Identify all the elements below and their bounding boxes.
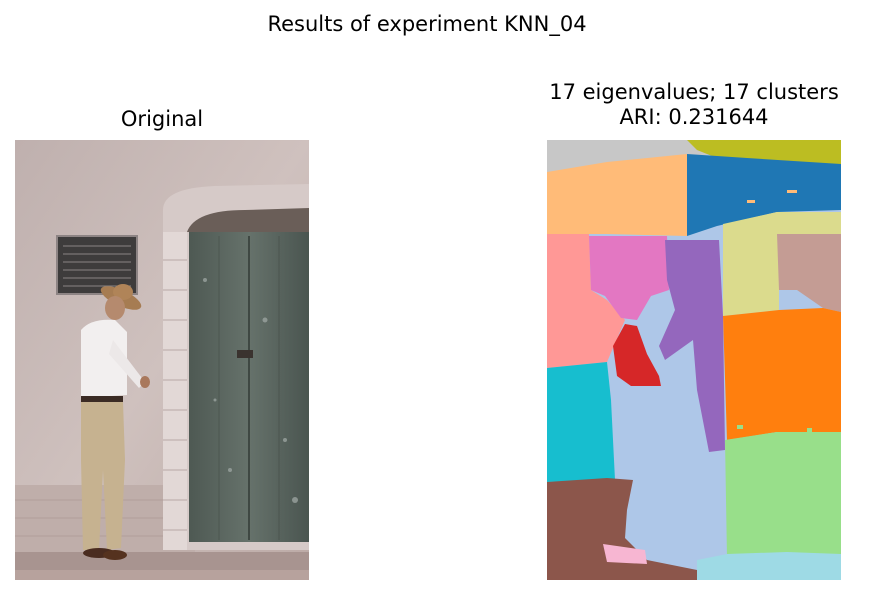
original-image-svg bbox=[15, 140, 309, 580]
man-figure bbox=[81, 284, 150, 560]
right-axes-title: 17 eigenvalues; 17 clusters ARI: 0.23164… bbox=[500, 80, 881, 130]
cluster-orange bbox=[723, 308, 841, 440]
cluster-light-olive bbox=[723, 212, 841, 316]
right-title-line-2: ARI: 0.231644 bbox=[619, 105, 769, 129]
cluster-red bbox=[613, 324, 661, 386]
cluster-light-pink bbox=[603, 544, 647, 564]
cluster-light-red bbox=[547, 234, 625, 368]
cluster-brown bbox=[547, 478, 697, 580]
right-title-line-1: 17 eigenvalues; 17 clusters bbox=[549, 80, 839, 104]
cluster-light-orange bbox=[547, 154, 689, 236]
original-image bbox=[15, 140, 309, 580]
cluster-pink bbox=[589, 236, 669, 320]
cluster-cyan bbox=[547, 362, 615, 482]
cluster-light-green bbox=[725, 432, 841, 558]
segmentation-svg bbox=[547, 140, 841, 580]
cluster-blue bbox=[687, 154, 841, 236]
cluster-light-brown bbox=[777, 234, 841, 312]
figure-suptitle: Results of experiment KNN_04 bbox=[267, 12, 587, 36]
left-axes-title: Original bbox=[120, 107, 204, 131]
segmentation-image bbox=[547, 140, 841, 580]
cluster-purple bbox=[659, 240, 725, 452]
cluster-light-cyan bbox=[697, 552, 841, 580]
